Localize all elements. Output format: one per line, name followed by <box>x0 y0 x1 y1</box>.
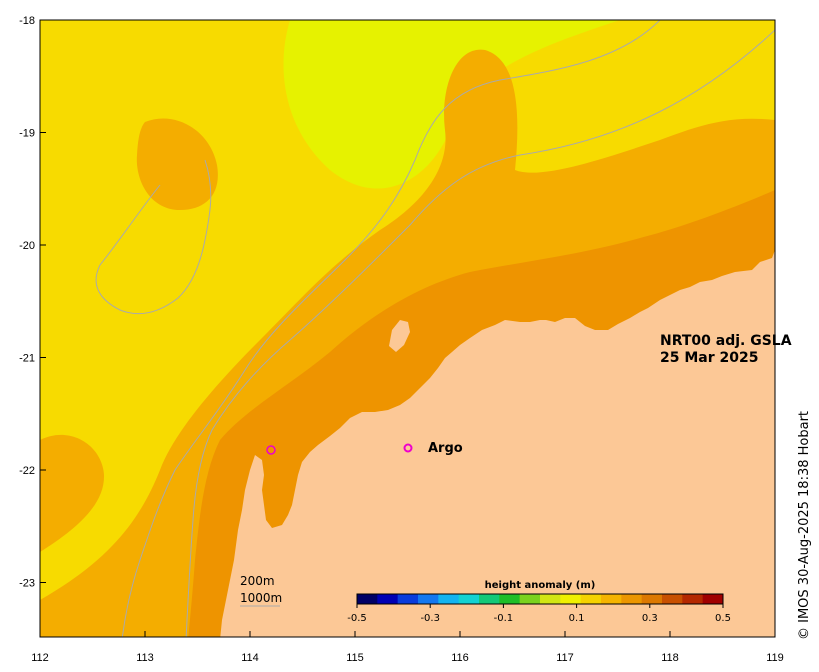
colorbar-frame <box>356 593 724 605</box>
colorbar-swatch <box>560 594 582 604</box>
lat-tick-label: -20 <box>19 240 35 252</box>
field-level-orange-eddy <box>136 118 218 210</box>
latitude-axis: -18 -19 -20 -21 -22 -23 <box>19 15 46 590</box>
colorbar-swatch <box>377 594 399 604</box>
land-area <box>220 250 775 637</box>
colorbar-swatch <box>499 594 521 604</box>
colorbar-swatch <box>540 594 561 604</box>
colorbar-swatch <box>601 594 622 604</box>
colorbar-swatch <box>397 594 419 604</box>
colorbar-swatch <box>438 594 460 604</box>
colorbar-swatch <box>519 594 541 604</box>
colorbar-tick-label: 0.1 <box>569 613 585 624</box>
colorbar-tick-label: 0.5 <box>715 613 731 624</box>
argo-label: Argo <box>428 441 463 456</box>
lon-tick-label: 117 <box>556 652 574 664</box>
colorbar-tick-label: -0.3 <box>420 613 440 624</box>
island <box>389 320 410 352</box>
colorbar-swatch <box>662 594 683 604</box>
contour-200m <box>185 29 775 637</box>
lat-tick-label: -22 <box>19 465 35 477</box>
colorbar-swatch <box>580 594 602 604</box>
lon-tick-label: 116 <box>451 652 469 664</box>
lat-tick-label: -23 <box>19 578 35 590</box>
lon-tick-label: 119 <box>766 652 784 664</box>
colorbar-tick-label: -0.1 <box>494 613 514 624</box>
map-title-line2: 25 Mar 2025 <box>660 350 758 366</box>
lon-tick-label: 115 <box>346 652 364 664</box>
lat-tick-label: -21 <box>19 353 35 365</box>
colorbar-tick-label: -0.5 <box>347 613 367 624</box>
lon-tick-label: 114 <box>241 652 259 664</box>
argo-marker-coast[interactable] <box>266 445 276 455</box>
colorbar-tick-label: 0.3 <box>642 613 658 624</box>
lat-tick-label: -18 <box>19 15 35 27</box>
colorbar-swatch <box>418 594 439 604</box>
plot-frame <box>39 19 776 638</box>
colorbar-title: height anomaly (m) <box>485 580 596 591</box>
map-field <box>40 20 775 637</box>
lon-tick-label: 112 <box>31 652 49 664</box>
credit-text: © IMOS 30-Aug-2025 18:38 Hobart <box>797 411 812 640</box>
depth-label-1000m: 1000m <box>240 591 282 605</box>
depth-label-200m: 200m <box>240 574 275 588</box>
map-title-line1: NRT00 adj. GSLA <box>660 333 792 349</box>
colorbar-swatch <box>479 594 500 604</box>
lat-tick-label: -19 <box>19 128 35 140</box>
colorbar-swatch <box>458 594 480 604</box>
lon-tick-label: 113 <box>136 652 154 664</box>
field-level-orange-southwest <box>40 434 105 552</box>
contour-eddy <box>95 159 212 315</box>
colorbar-swatch <box>702 594 724 604</box>
lon-tick-label: 118 <box>661 652 679 664</box>
colorbar-swatch <box>621 594 643 604</box>
colorbar: -0.5 -0.3 -0.1 0.1 0.3 0.5 <box>347 593 731 624</box>
colorbar-swatch <box>357 594 378 604</box>
longitude-axis: 112 113 114 115 116 117 118 119 <box>31 631 784 664</box>
colorbar-swatch <box>641 594 663 604</box>
argo-marker[interactable] <box>403 443 413 453</box>
contour-1000m <box>121 20 661 637</box>
colorbar-swatch <box>682 594 704 604</box>
